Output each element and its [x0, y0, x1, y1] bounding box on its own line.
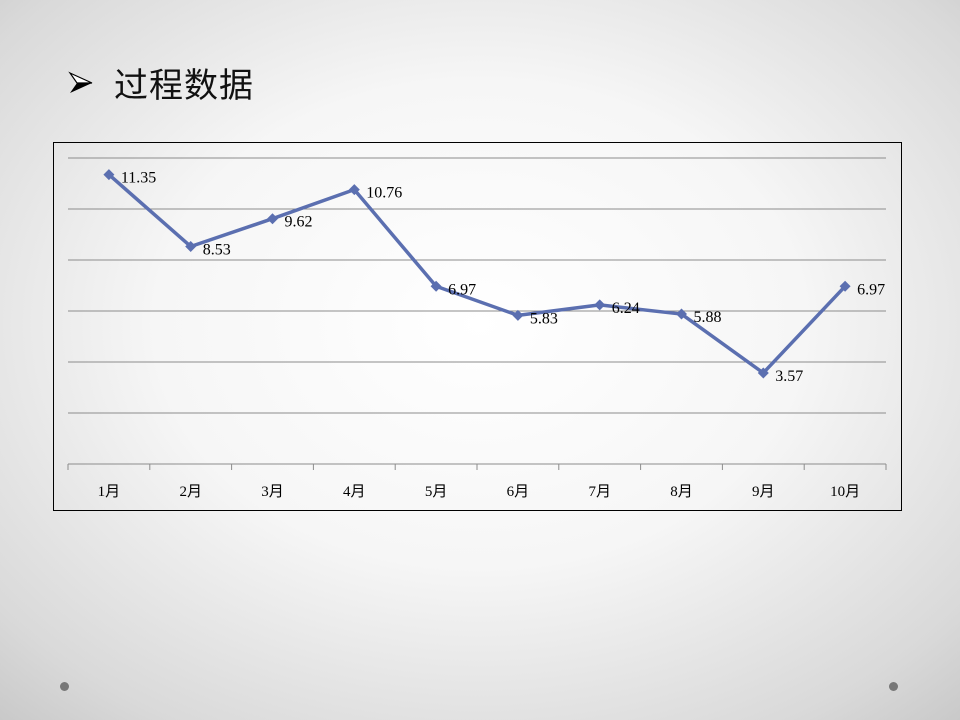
x-tick-label: 2月 [179, 484, 202, 500]
x-tick-label: 9月 [752, 484, 775, 500]
data-label: 10.76 [366, 185, 402, 202]
x-tick-label: 7月 [588, 484, 611, 500]
arrowhead-bullet-icon [68, 71, 93, 93]
data-point-marker [185, 240, 197, 252]
slide-title: 过程数据 [68, 58, 254, 107]
data-point-marker [839, 280, 851, 292]
data-point-marker [512, 309, 524, 321]
data-point-marker [103, 169, 115, 181]
x-tick-label: 3月 [261, 484, 284, 500]
data-point-marker [594, 299, 606, 311]
title-text: 过程数据 [114, 66, 254, 106]
data-label: 9.62 [285, 214, 313, 231]
line-chart: 1月 2月 3月 4月 5月 6月 7月 8月 9月 10月 11.35 8.53 9.62 10.76 6… [53, 142, 902, 511]
data-point-marker [757, 367, 769, 379]
chart-svg: 1月 2月 3月 4月 5月 6月 7月 8月 9月 10月 11.35 8.53 9.62 10.76 6… [67, 157, 887, 500]
data-point-marker [267, 213, 278, 225]
decorative-dot-left [60, 682, 69, 691]
x-tick-label: 4月 [343, 484, 366, 500]
data-label: 5.83 [530, 310, 558, 327]
data-label: 8.53 [203, 241, 231, 258]
data-label: 6.97 [448, 281, 476, 298]
x-tick-label: 10月 [830, 484, 860, 500]
x-tick-label: 1月 [98, 484, 121, 500]
decorative-dot-right [889, 682, 898, 691]
data-label: 6.24 [612, 300, 640, 317]
data-label: 6.97 [857, 281, 885, 298]
data-label: 3.57 [775, 368, 803, 385]
data-point-marker [676, 308, 687, 320]
x-tick-label: 8月 [670, 484, 693, 500]
series-line [107, 173, 847, 375]
data-point-marker [430, 280, 442, 292]
data-label: 5.88 [694, 309, 722, 326]
x-tick-label: 6月 [507, 484, 530, 500]
x-tick-label: 5月 [425, 484, 448, 500]
data-label: 11.35 [121, 170, 156, 187]
data-point-marker [348, 184, 360, 196]
